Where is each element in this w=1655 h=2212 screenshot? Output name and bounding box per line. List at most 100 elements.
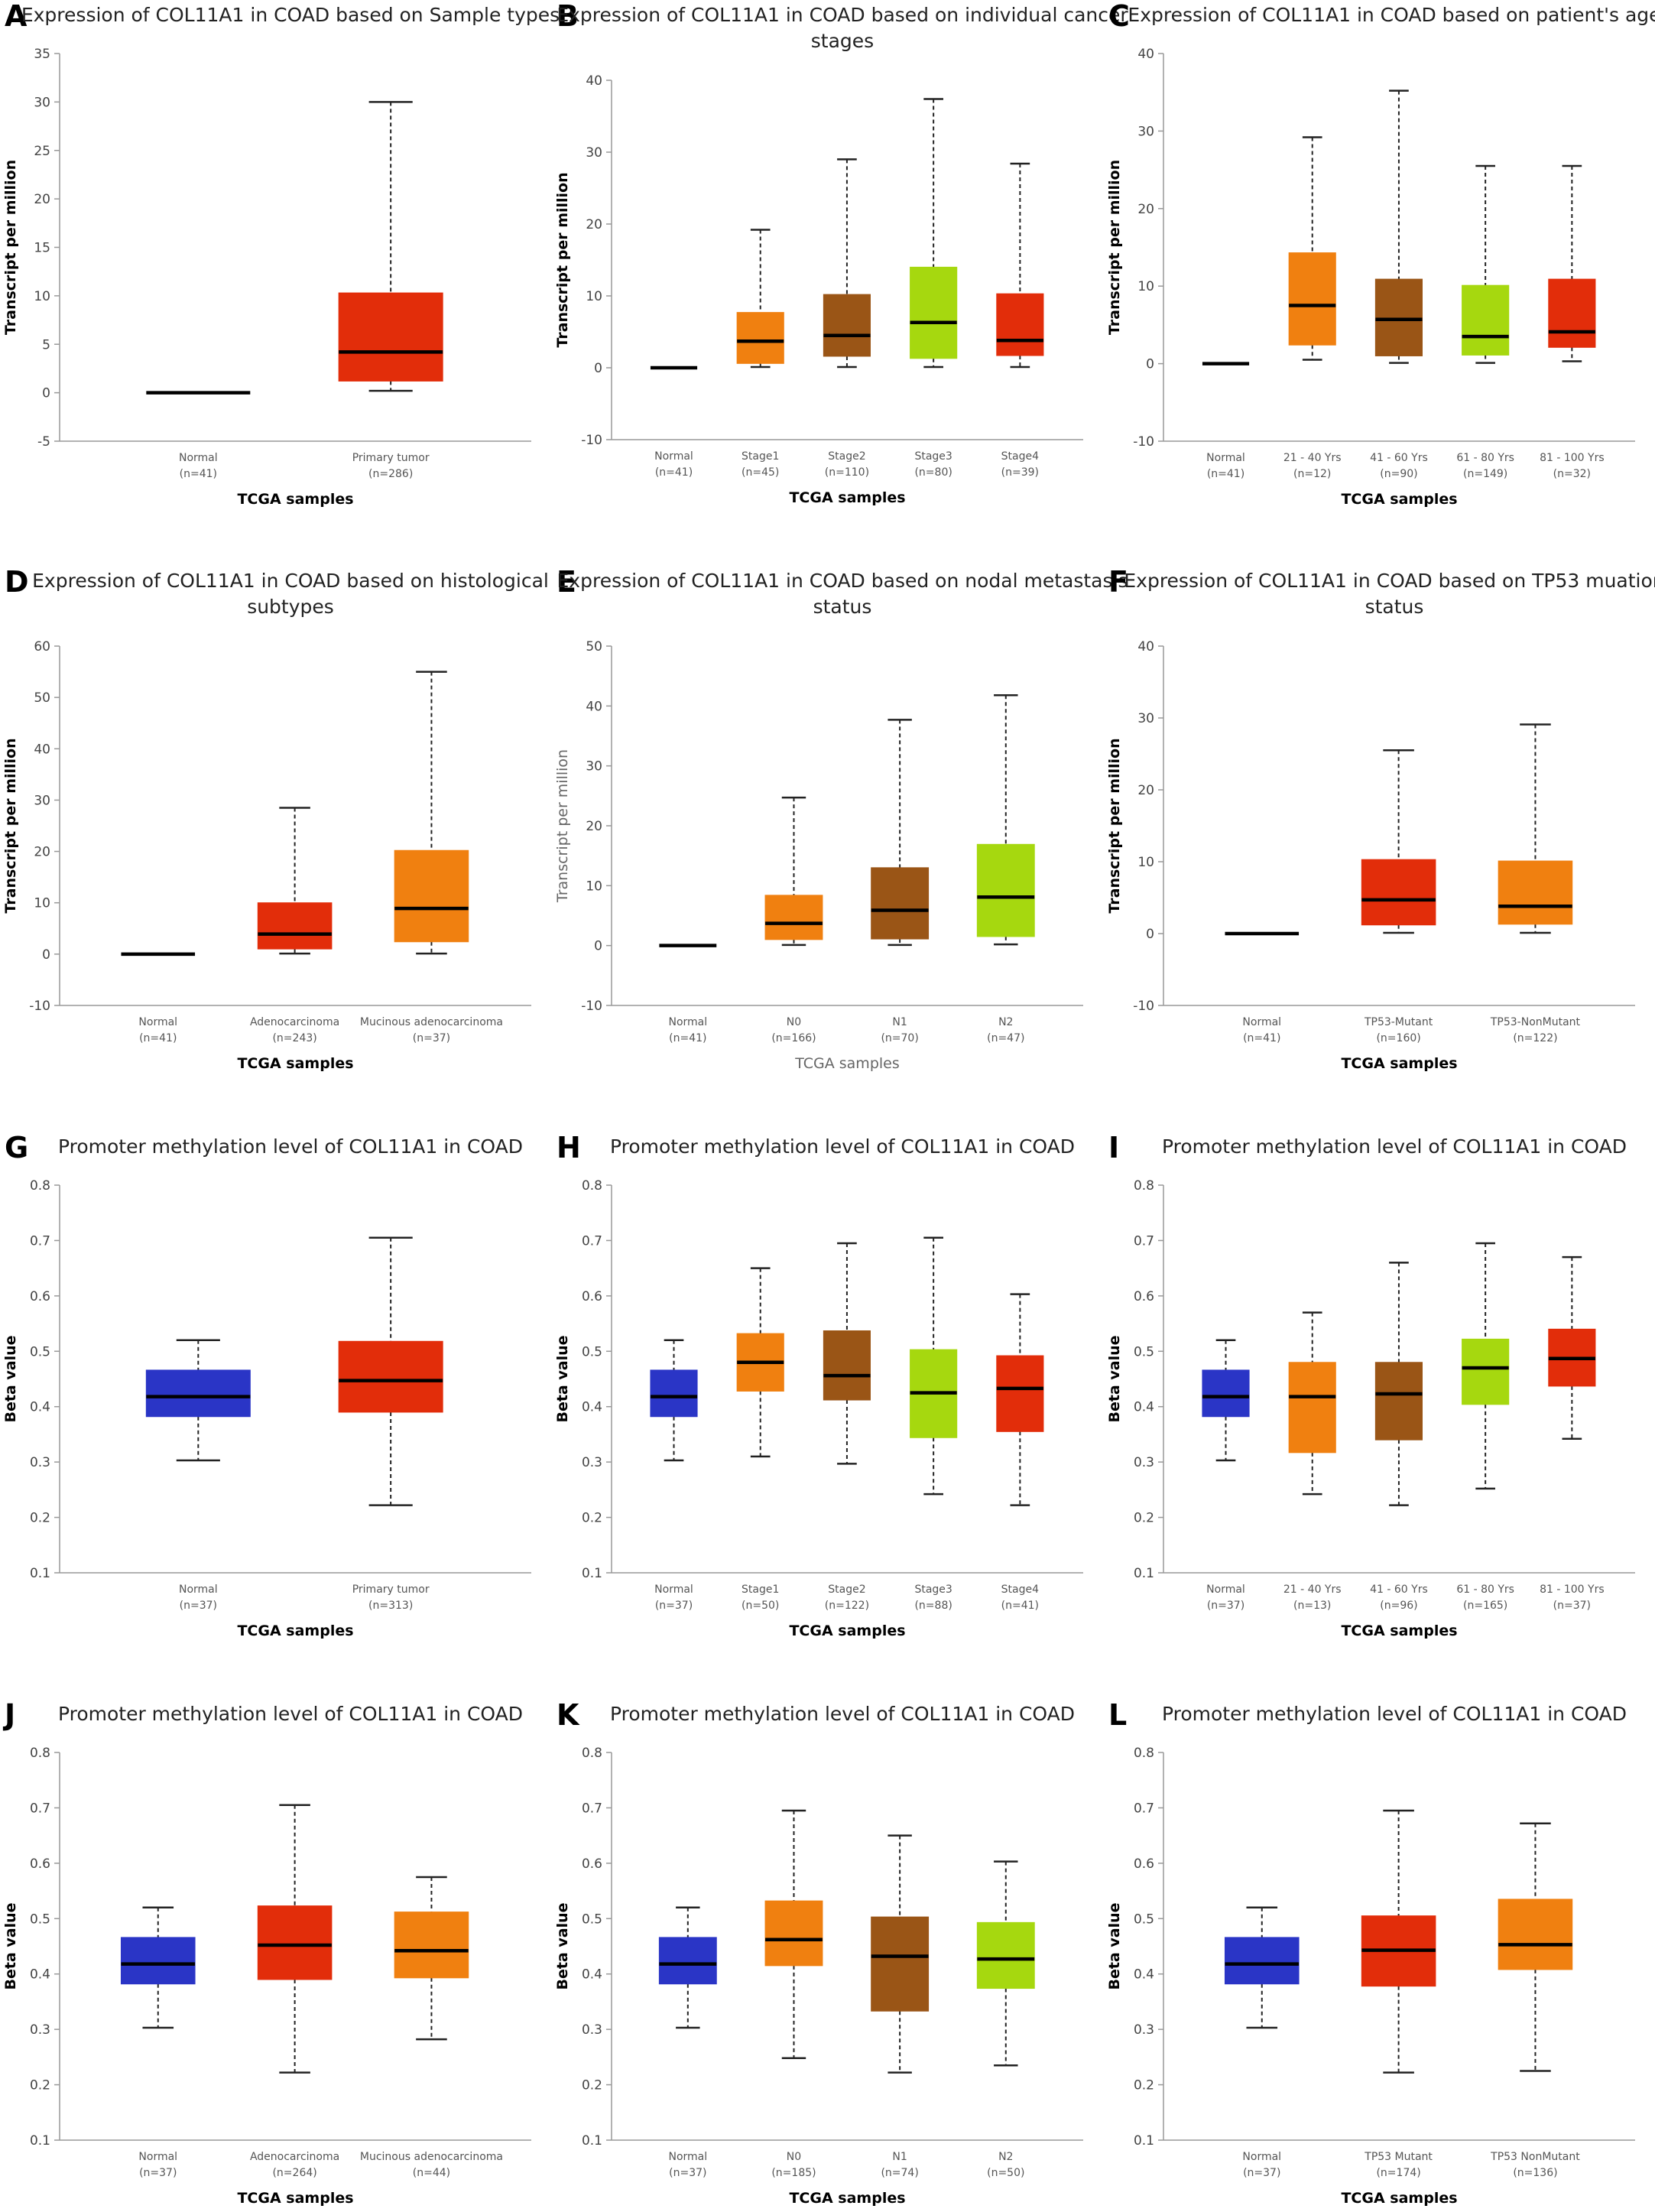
panel-title: status: [1365, 596, 1424, 618]
y-tick-label: 20: [1137, 783, 1154, 798]
y-tick-label: 40: [34, 742, 50, 757]
y-tick-label: 0.1: [1134, 2133, 1154, 2149]
y-tick-label: 30: [1137, 124, 1154, 139]
x-axis-title: TCGA samples: [794, 1055, 900, 1072]
panel-letter: J: [2, 1698, 15, 1732]
iqr-box: [1361, 859, 1436, 926]
category-count: (n=90): [1380, 468, 1417, 480]
iqr-box: [976, 1921, 1035, 1990]
category-count: (n=37): [669, 2167, 706, 2179]
iqr-box: [145, 1369, 251, 1418]
panel-letter: E: [557, 565, 576, 599]
category-count: (n=41): [655, 466, 693, 479]
box-adenocarcinoma: [257, 807, 333, 955]
y-tick-label: 0.7: [1134, 1233, 1154, 1249]
category-count: (n=44): [413, 2167, 450, 2179]
category-label: Stage2: [828, 450, 865, 463]
y-tick-label: 0.1: [582, 2133, 602, 2149]
y-tick-label: 40: [1137, 639, 1154, 655]
iqr-box: [1374, 278, 1423, 356]
y-tick-label: 0.5: [30, 1344, 50, 1359]
y-axis-title: Beta value: [1106, 1335, 1123, 1422]
category-count: (n=122): [1513, 1032, 1557, 1044]
category-count: (n=313): [368, 1600, 413, 1612]
category-label: Normal: [669, 1016, 708, 1028]
panel-title: Promoter methylation level of COL11A1 in…: [610, 1135, 1075, 1158]
y-tick-label: 0.2: [30, 1511, 50, 1526]
panel-title: subtypes: [247, 596, 334, 618]
box-mucinous-adenocarcinoma: [394, 1876, 469, 2041]
box-21-40-yrs: [1288, 1311, 1336, 1496]
panel-letter: A: [5, 0, 28, 33]
y-axis-title: Beta value: [2, 1902, 19, 1990]
iqr-box: [1224, 1937, 1300, 1985]
category-count: (n=41): [669, 1032, 706, 1044]
x-axis-title: TCGA samples: [237, 1055, 353, 1072]
iqr-box: [394, 1912, 469, 1979]
category-label: Stage4: [1001, 1583, 1039, 1596]
panel-l: L Promoter methylation level of COL11A1 i…: [1106, 1698, 1635, 2207]
category-count: (n=37): [413, 1032, 450, 1044]
y-tick-label: 20: [34, 192, 50, 207]
y-tick-label: 0.8: [30, 1178, 50, 1194]
x-axis-title: TCGA samples: [1341, 2190, 1457, 2207]
panel-title: Expression of COL11A1 in COAD based on T…: [1124, 570, 1655, 592]
y-tick-label: 30: [34, 95, 50, 110]
box-normal: [120, 1906, 196, 2029]
y-axis-title: Transcript per million: [1106, 738, 1123, 913]
iqr-box: [257, 902, 333, 950]
y-tick-label: 0.4: [582, 1967, 602, 1983]
x-axis-title: TCGA samples: [789, 1622, 905, 1639]
panel-h: H Promoter methylation level of COL11A1 i…: [554, 1131, 1083, 1639]
category-count: (n=149): [1463, 468, 1507, 480]
category-label: Stage1: [742, 450, 779, 463]
box-stage2: [823, 158, 871, 369]
box-primary-tumor: [338, 101, 443, 392]
box-adenocarcinoma: [257, 1804, 333, 2074]
y-tick-label: 20: [1137, 202, 1154, 217]
iqr-box: [1498, 1899, 1573, 1970]
category-label: Normal: [1206, 452, 1245, 464]
y-tick-label: 50: [586, 639, 602, 655]
category-label: TP53-Mutant: [1364, 1016, 1433, 1028]
category-label: Normal: [1242, 2151, 1281, 2163]
panel-letter: D: [5, 565, 29, 599]
category-label: TP53-NonMutant: [1490, 1016, 1581, 1028]
category-count: (n=45): [742, 466, 779, 479]
y-tick-label: 0.4: [30, 1967, 50, 1983]
y-axis-title: Transcript per million: [2, 738, 19, 913]
category-label: 61 - 80 Yrs: [1456, 452, 1514, 464]
y-tick-label: 30: [586, 759, 602, 775]
y-tick-label: 30: [34, 793, 50, 808]
y-tick-label: 0.8: [1134, 1746, 1154, 1761]
y-tick-label: 25: [34, 144, 50, 159]
y-tick-label: -10: [581, 433, 602, 448]
y-tick-label: 0.2: [582, 2078, 602, 2093]
y-tick-label: 0.3: [582, 2022, 602, 2038]
y-tick-label: 50: [34, 690, 50, 706]
panel-letter: I: [1108, 1131, 1119, 1164]
category-label: 21 - 40 Yrs: [1283, 452, 1342, 464]
category-label: Mucinous adenocarcinoma: [360, 1016, 503, 1028]
category-count: (n=41): [180, 468, 217, 480]
box-81-100-yrs: [1548, 164, 1596, 362]
box-normal: [650, 1339, 698, 1462]
category-count: (n=37): [139, 2167, 177, 2179]
category-count: (n=50): [987, 2167, 1024, 2179]
category-label: Adenocarcinoma: [250, 1016, 339, 1028]
box-41-60-yrs: [1374, 1262, 1423, 1506]
category-label: N0: [787, 2151, 801, 2163]
y-tick-label: 0.8: [582, 1178, 602, 1194]
box-normal: [1202, 1339, 1250, 1462]
category-count: (n=110): [825, 466, 869, 479]
y-tick-label: 0.3: [1134, 1455, 1154, 1470]
iqr-box: [1462, 1338, 1510, 1405]
y-axis-title: Beta value: [1106, 1902, 1123, 1990]
iqr-box: [976, 843, 1035, 937]
y-axis-title: Transcript per million: [2, 160, 19, 335]
box-tp53-nonmutant: [1498, 1822, 1573, 2072]
panel-title: Expression of COL11A1 in COAD based on h…: [32, 570, 549, 592]
